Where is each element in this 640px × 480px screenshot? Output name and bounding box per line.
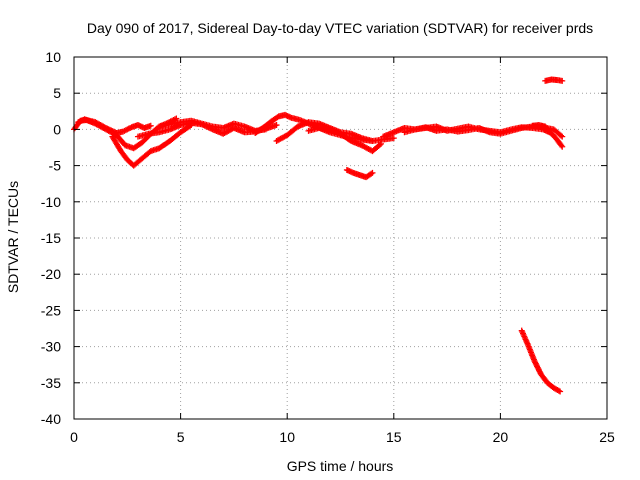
x-axis-label: GPS time / hours — [287, 458, 394, 474]
data-point — [559, 143, 566, 150]
x-tick-label: 0 — [70, 429, 78, 445]
x-tick-label: 10 — [279, 429, 295, 445]
series-track-c — [109, 122, 195, 169]
data-point — [368, 170, 375, 177]
data-point — [555, 387, 562, 394]
series-track-l — [529, 122, 566, 150]
data-point — [369, 169, 376, 176]
y-tick-label: 10 — [45, 49, 61, 65]
y-tick-label: -30 — [41, 339, 61, 355]
series-track-k — [401, 123, 553, 136]
y-tick-label: 5 — [53, 85, 61, 101]
axes: 0 5 10 15 20 25 10 5 0 -5 -10 -15 -20 -25 -30 -35 -40 — [41, 49, 615, 445]
data-point — [559, 77, 566, 84]
data-point — [557, 388, 564, 395]
plot-frame — [73, 56, 608, 420]
data-point — [559, 133, 566, 140]
series-track-i — [343, 166, 376, 181]
y-tick-label: -40 — [41, 411, 61, 427]
data-point — [147, 122, 154, 129]
x-tick-label: 15 — [386, 429, 402, 445]
data-point — [558, 132, 565, 139]
y-axis-label: SDTVAR / TECUs — [5, 181, 21, 293]
series-track-m — [542, 76, 566, 84]
series-track-e — [156, 117, 269, 134]
data-point — [376, 141, 383, 148]
data-point — [378, 140, 385, 147]
y-tick-label: -20 — [41, 266, 61, 282]
y-tick-label: -25 — [41, 302, 61, 318]
data-point — [273, 122, 280, 129]
x-tick-label: 20 — [493, 429, 509, 445]
x-tick-label: 25 — [599, 429, 615, 445]
chart-title: Day 090 of 2017, Sidereal Day-to-day VTE… — [87, 20, 593, 36]
y-tick-label: -10 — [41, 194, 61, 210]
data-points — [71, 76, 566, 395]
grid — [74, 57, 607, 419]
series-track-n — [518, 327, 564, 395]
data-point — [390, 135, 397, 142]
series-track-h — [305, 124, 385, 155]
data-point — [558, 142, 565, 149]
y-tick-label: -15 — [41, 230, 61, 246]
y-tick-label: -35 — [41, 375, 61, 391]
series-track-g — [273, 119, 397, 144]
y-tick-label: 0 — [53, 121, 61, 137]
x-tick-label: 5 — [177, 429, 185, 445]
y-tick-label: -5 — [49, 158, 62, 174]
